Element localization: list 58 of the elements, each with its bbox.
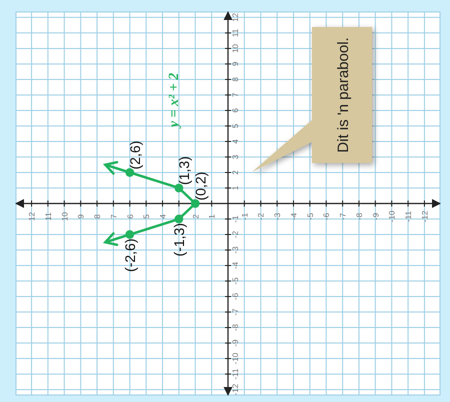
point xyxy=(174,184,184,192)
x-tick-label: -7 xyxy=(338,212,348,220)
y-tick-label: 9 xyxy=(231,61,240,66)
x-tick-label: 1 xyxy=(208,214,217,219)
y-tick-label: 3 xyxy=(231,154,240,160)
y-tick-label: 4 xyxy=(231,138,240,144)
y-tick-label: 5 xyxy=(231,123,240,128)
y-tick-label: 1 xyxy=(231,185,240,190)
y-tick-label: 8 xyxy=(231,76,240,82)
x-tick-label: -5 xyxy=(306,212,315,220)
point xyxy=(125,230,134,239)
annotation: (0,2) xyxy=(192,172,208,200)
x-tick-label: 8 xyxy=(93,214,102,219)
x-tick-label: 6 xyxy=(126,214,135,219)
x-tick-label: -9 xyxy=(371,212,380,220)
y-tick-label: 2 xyxy=(231,170,240,175)
point xyxy=(190,199,200,208)
annotation: (2,6) xyxy=(126,140,143,170)
y-tick-label: -11 xyxy=(231,368,240,380)
y-tick-label: 6 xyxy=(231,108,240,113)
x-tick-label: -10 xyxy=(388,210,397,222)
y-tick-label: -7 xyxy=(231,308,240,316)
x-tick-label: -12 xyxy=(420,210,430,222)
y-tick-label: -4 xyxy=(231,261,240,270)
x-tick-label: -11 xyxy=(404,210,414,222)
point xyxy=(125,168,134,177)
x-tick-label: -8 xyxy=(354,212,364,220)
y-tick-label: -9 xyxy=(231,338,240,347)
y-tick-label: 10 xyxy=(231,43,240,53)
y-tick-label: 12 xyxy=(231,12,240,22)
x-tick-label: 12 xyxy=(28,212,37,221)
x-tick-label: 4 xyxy=(158,214,168,219)
x-tick-label: -3 xyxy=(273,212,282,220)
y-tick-label: -3 xyxy=(231,246,240,254)
y-tick-label: -6 xyxy=(231,292,240,300)
y-tick-label: 7 xyxy=(231,92,240,98)
y-tick-label: -2 xyxy=(231,230,240,238)
x-tick-label: -4 xyxy=(289,212,298,220)
x-tick-label: 10 xyxy=(60,212,70,221)
x-tick-label: -1 xyxy=(240,212,250,220)
x-tick-label: 2 xyxy=(191,214,200,219)
y-tick-label: -12 xyxy=(231,383,240,396)
point xyxy=(174,214,184,224)
y-tick-label: -8 xyxy=(231,323,240,332)
y-tick-label: -5 xyxy=(231,276,240,285)
annotation: (1,3) xyxy=(176,156,192,185)
annotation: (-1,3) xyxy=(170,223,187,256)
annotation: (-2,6) xyxy=(122,238,138,272)
y-tick-label: 11 xyxy=(231,28,240,38)
x-tick-label: 5 xyxy=(142,214,152,219)
x-tick-label: 11 xyxy=(44,212,53,221)
annotation: Dit is 'n parabool. xyxy=(335,37,352,153)
x-tick-label: -2 xyxy=(256,212,266,220)
x-tick-label: 7 xyxy=(109,214,118,219)
x-tick-label: -6 xyxy=(322,212,332,220)
annotation: y = x² + 2 xyxy=(167,72,182,130)
y-tick-label: -10 xyxy=(231,352,240,364)
x-tick-label: 9 xyxy=(76,214,86,219)
